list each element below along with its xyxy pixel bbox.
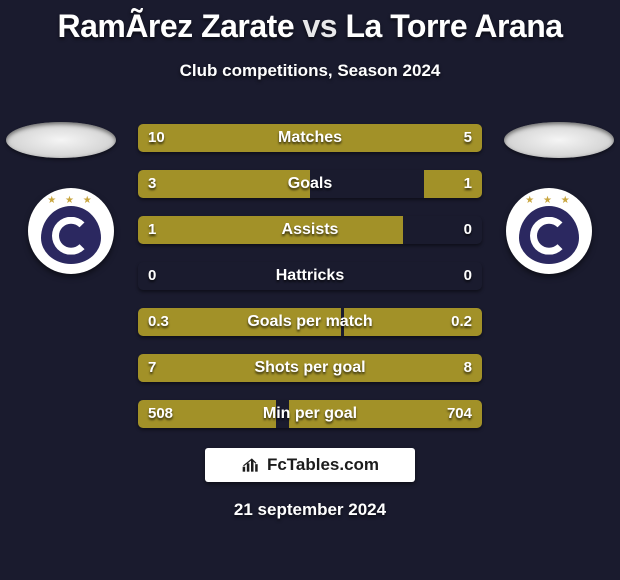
footer-site: FcTables.com: [267, 455, 379, 475]
stat-row: 0.30.2Goals per match: [138, 308, 482, 336]
stat-value-left: 3: [138, 170, 166, 198]
stat-value-left: 7: [138, 354, 166, 382]
footer-logo: FcTables.com: [205, 448, 415, 482]
stat-row: 0 0Hattricks: [138, 262, 482, 290]
bar-chart-icon: [241, 456, 261, 474]
crest-letter-icon: [530, 217, 568, 255]
stat-value-left: 508: [138, 400, 183, 428]
footer-date: 21 september 2024: [0, 500, 620, 520]
stat-label: Hattricks: [138, 262, 482, 290]
crest-shield-icon: [519, 206, 579, 264]
stat-value-right: 5: [454, 124, 482, 152]
stat-value-left: 0: [138, 262, 166, 290]
stat-row: 31Goals: [138, 170, 482, 198]
club-crest-right: ★ ★ ★: [506, 188, 592, 274]
crest-stars-icon: ★ ★ ★: [28, 195, 114, 206]
stat-value-left: 10: [138, 124, 175, 152]
stat-value-right: 8: [454, 354, 482, 382]
crest-stars-icon: ★ ★ ★: [506, 195, 592, 206]
club-crest-left: ★ ★ ★: [28, 188, 114, 274]
stat-value-right: 0: [454, 216, 482, 244]
page-title: RamÃ­rez Zarate vs La Torre Arana: [0, 0, 620, 45]
country-flag-left: [6, 122, 116, 158]
stat-value-left: 1: [138, 216, 166, 244]
stat-value-right: 1: [454, 170, 482, 198]
stat-row: 10Assists: [138, 216, 482, 244]
stat-value-right: 0.2: [441, 308, 482, 336]
vs-separator: vs: [303, 8, 338, 44]
player1-name: RamÃ­rez Zarate: [57, 8, 294, 44]
subtitle: Club competitions, Season 2024: [0, 61, 620, 81]
stat-value-right: 0: [454, 262, 482, 290]
stat-row: 105Matches: [138, 124, 482, 152]
stat-value-right: 704: [437, 400, 482, 428]
player2-name: La Torre Arana: [345, 8, 562, 44]
crest-shield-icon: [41, 206, 101, 264]
stat-value-left: 0.3: [138, 308, 179, 336]
stat-row: 78Shots per goal: [138, 354, 482, 382]
crest-letter-icon: [52, 217, 90, 255]
country-flag-right: [504, 122, 614, 158]
stat-fill-left: [138, 216, 403, 244]
stat-row: 508704Min per goal: [138, 400, 482, 428]
stat-bars: 105Matches31Goals10Assists00Hattricks0.3…: [138, 124, 482, 446]
